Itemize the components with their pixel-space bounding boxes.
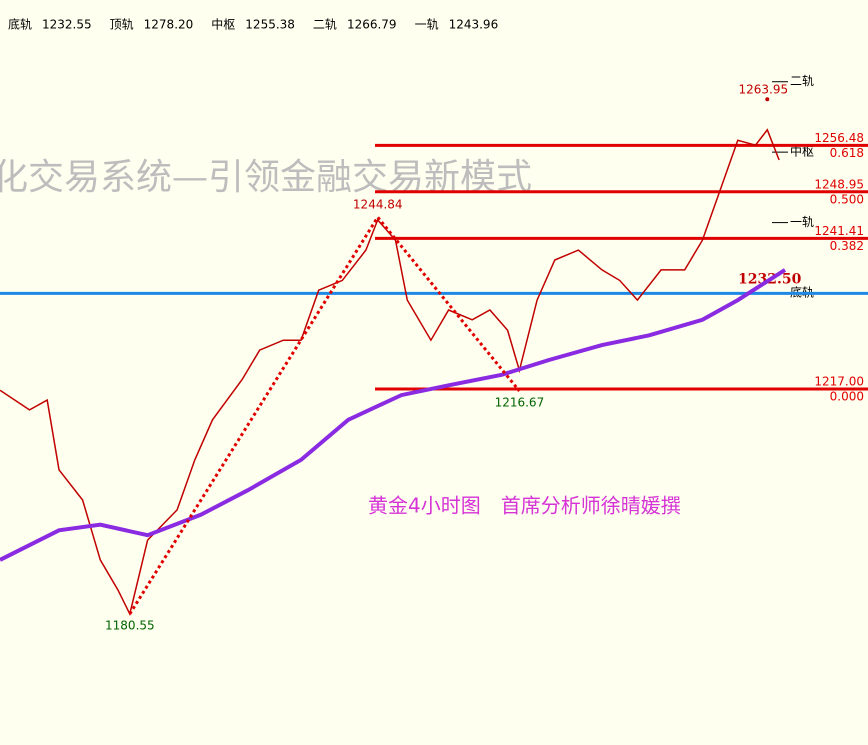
peak-label: 1263.95 xyxy=(738,83,788,97)
swing-label: 1216.67 xyxy=(495,395,545,409)
channel-label: 一轨 xyxy=(790,215,814,229)
level-price: 1248.95 xyxy=(814,177,864,191)
header-name: 一轨 xyxy=(415,18,439,32)
peak-point xyxy=(765,97,770,102)
level-ratio: 0.000 xyxy=(830,389,864,403)
price-line xyxy=(0,128,780,617)
level-ratio: 0.618 xyxy=(830,146,864,160)
level-ratio: 0.500 xyxy=(830,192,864,206)
level-price: 1256.48 xyxy=(814,131,864,145)
channel-label: 中枢 xyxy=(790,144,814,159)
header-name: 顶轨 xyxy=(110,18,134,32)
header-name: 底轨 xyxy=(8,17,32,32)
header-value: 1255.38 xyxy=(245,18,295,32)
channel-label: 二轨 xyxy=(790,74,814,88)
header-name: 二轨 xyxy=(313,18,337,32)
level-ratio: 0.382 xyxy=(830,239,864,253)
swing-label: 1180.55 xyxy=(105,618,155,632)
header-value: 1266.79 xyxy=(347,18,397,32)
level-price: 1217.00 xyxy=(814,374,864,388)
header-value: 1278.20 xyxy=(144,18,194,32)
swing-label: 1244.84 xyxy=(353,198,403,212)
header-name: 中枢 xyxy=(211,17,235,32)
header-value: 1243.96 xyxy=(449,18,499,32)
header-value: 1232.55 xyxy=(42,18,92,32)
level-price: 1241.41 xyxy=(814,224,864,238)
annotation: 黄金4小时图 首席分析师徐晴媛撰 xyxy=(368,494,681,518)
moving-average xyxy=(0,268,787,562)
